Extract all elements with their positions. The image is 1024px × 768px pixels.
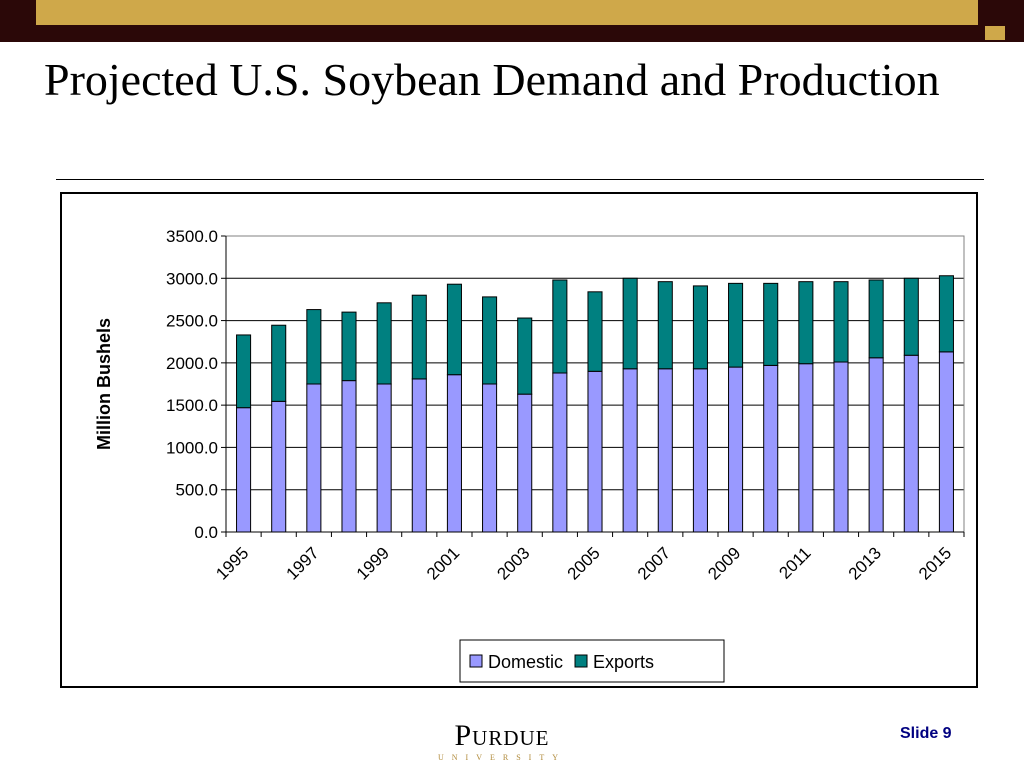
bar-exports: [271, 324, 287, 402]
bar-exports: [728, 282, 744, 368]
bar-exports: [622, 277, 638, 370]
legend-label: Exports: [593, 652, 654, 672]
purdue-logo: Purdue UNIVERSITY: [432, 720, 572, 764]
bar-domestic: [552, 372, 568, 533]
bar-domestic: [763, 364, 779, 533]
legend: [459, 639, 725, 683]
bar-exports: [868, 279, 884, 359]
bar-exports: [517, 317, 533, 395]
bar-domestic: [446, 374, 462, 533]
bar-exports: [411, 294, 427, 380]
x-tick-label: 2005: [564, 543, 604, 583]
bar-domestic: [306, 383, 322, 533]
bar-exports: [903, 277, 919, 356]
y-tick-label: 2500.0: [166, 312, 218, 331]
legend-swatch: [574, 654, 588, 668]
bar-exports: [763, 282, 779, 366]
x-tick-label: 2007: [634, 543, 674, 583]
logo-wordmark: Purdue: [454, 719, 550, 752]
header-gold-band: [36, 0, 978, 25]
legend-swatch: [469, 654, 483, 668]
x-tick-label: 1997: [283, 543, 323, 583]
bar-exports: [587, 291, 603, 372]
logo-subtitle: UNIVERSITY: [438, 753, 566, 762]
bar-exports: [482, 296, 498, 385]
bar-domestic: [517, 393, 533, 533]
bar-domestic: [728, 366, 744, 533]
y-tick-label: 1500.0: [166, 396, 218, 415]
chart-frame: 0.0 500.0 1000.0 1500.0 2000.0 2500.0 3000.0 35…: [60, 192, 978, 688]
bar-domestic: [411, 378, 427, 533]
header-gold-square: [985, 26, 1005, 40]
x-tick-label: 1999: [353, 543, 393, 583]
bar-domestic: [236, 407, 252, 533]
bar-domestic: [657, 368, 673, 533]
x-tick-label: 2013: [845, 543, 885, 583]
bar-exports: [236, 334, 252, 409]
x-tick-label: 2003: [493, 543, 533, 583]
slide-title: Projected U.S. Soybean Demand and Produc…: [44, 54, 940, 105]
bar-exports: [692, 285, 708, 370]
legend-label: Domestic: [488, 652, 563, 672]
bar-domestic: [587, 370, 603, 533]
bar-exports: [657, 281, 673, 370]
y-tick-label: 3500.0: [166, 227, 218, 246]
bar-domestic: [868, 357, 884, 533]
x-tick-label: 2015: [915, 543, 955, 583]
bar-domestic: [622, 368, 638, 533]
x-tick-label: 2001: [423, 543, 463, 583]
bar-domestic: [376, 383, 392, 533]
bar-exports: [798, 281, 814, 365]
slide-number: Slide 9: [900, 725, 952, 742]
bar-exports: [446, 283, 462, 376]
bar-exports: [376, 302, 392, 385]
bar-domestic: [271, 400, 287, 533]
x-tick-label: 2011: [775, 543, 814, 582]
title-divider: [56, 179, 984, 180]
bar-exports: [938, 275, 954, 353]
bar-domestic: [938, 351, 954, 533]
bar-domestic: [482, 383, 498, 533]
bar-domestic: [692, 368, 708, 533]
bar-domestic: [833, 361, 849, 533]
y-tick-label: 1000.0: [166, 438, 218, 457]
y-tick-label: 2000.0: [166, 354, 218, 373]
bar-domestic: [798, 363, 814, 533]
bar-exports: [306, 309, 322, 385]
x-tick-label: 1995: [212, 543, 252, 583]
y-tick-label: 0.0: [194, 523, 218, 542]
stacked-bar-chart: 0.0 500.0 1000.0 1500.0 2000.0 2500.0 3000.0 35…: [94, 227, 965, 683]
bar-domestic: [903, 354, 919, 533]
y-tick-label: 500.0: [175, 481, 218, 500]
bar-exports: [552, 279, 568, 374]
y-axis-title: Million Bushels: [94, 318, 114, 450]
x-tick-label: 2009: [704, 543, 744, 583]
bar-exports: [833, 281, 849, 363]
bar-exports: [341, 311, 357, 382]
y-tick-label: 3000.0: [166, 269, 218, 288]
bar-domestic: [341, 380, 357, 533]
